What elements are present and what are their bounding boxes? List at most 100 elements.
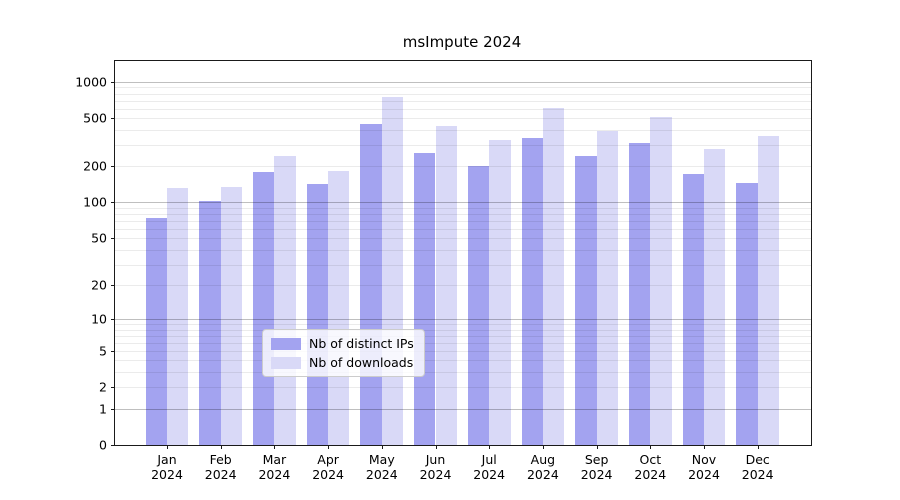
grid-line-minor	[115, 285, 811, 286]
bar-distinct-ips	[736, 182, 758, 445]
bar-downloads	[435, 125, 457, 445]
grid-line-minor	[115, 93, 811, 95]
grid-line-minor	[115, 350, 811, 352]
y-tick	[111, 285, 115, 286]
bar-downloads	[328, 170, 350, 445]
legend: Nb of distinct IPs Nb of downloads	[262, 329, 425, 377]
y-tick-label: 20	[91, 277, 107, 293]
grid-line-minor	[115, 329, 811, 331]
y-tick	[111, 318, 115, 320]
x-tick-label: Jun 2024	[419, 452, 452, 482]
x-tick-label: Feb 2024	[204, 452, 237, 482]
x-tick	[381, 445, 383, 449]
y-tick	[111, 387, 115, 389]
grid-line-minor	[115, 323, 811, 325]
bar-downloads	[381, 97, 404, 445]
grid-line-major	[115, 318, 811, 320]
grid-line-minor	[115, 108, 811, 110]
bar-distinct-ips	[682, 174, 704, 445]
x-tick	[274, 445, 276, 449]
bar-distinct-ips	[199, 201, 221, 445]
grid-line-major	[115, 81, 811, 83]
x-tick	[489, 445, 491, 449]
bar-downloads	[650, 116, 672, 445]
y-tick-label: 5	[99, 343, 107, 359]
bar-downloads	[704, 149, 726, 445]
legend-swatch-downloads	[271, 356, 301, 369]
x-tick-label: Nov 2024	[688, 452, 720, 482]
grid-line-minor	[115, 372, 811, 374]
x-tick-label: Dec 2024	[741, 452, 774, 482]
grid-line-minor	[115, 228, 811, 230]
y-tick-label: 100	[83, 194, 107, 210]
grid-line-major	[115, 202, 811, 204]
x-tick-label: Aug 2024	[526, 452, 559, 482]
x-tick-label: May 2024	[365, 452, 398, 482]
x-tick	[704, 445, 705, 449]
y-tick	[111, 81, 115, 83]
grid-line-minor	[115, 249, 811, 251]
grid-line-minor	[115, 130, 811, 131]
y-tick	[111, 118, 115, 120]
bar-downloads	[489, 139, 511, 445]
bar-downloads	[757, 135, 780, 445]
plot-area: 0 1 2 5 10 20 50 100 200 500 1000 Jan 2024 Feb 2024 M…	[75, 60, 812, 482]
bar-distinct-ips	[414, 153, 436, 445]
legend-label-downloads: Nb of downloads	[309, 355, 414, 370]
grid-line-minor	[115, 238, 811, 240]
grid-line-minor	[115, 342, 811, 344]
y-tick-label: 1	[99, 401, 107, 417]
y-tick	[111, 202, 115, 204]
legend-item-downloads: Nb of downloads	[271, 355, 414, 370]
y-tick-label: 200	[83, 158, 107, 174]
y-tick-label: 10	[91, 311, 107, 327]
bar-distinct-ips	[521, 138, 543, 445]
bar-distinct-ips	[628, 143, 651, 445]
grid-line-minor	[115, 335, 811, 337]
x-tick-label: Jul 2024	[473, 452, 506, 482]
bar-downloads	[596, 131, 618, 445]
y-tick	[111, 445, 115, 446]
x-tick	[650, 445, 652, 449]
grid-line-minor	[115, 207, 811, 209]
bar-distinct-ips	[253, 172, 275, 445]
bar-downloads	[274, 156, 296, 445]
grid-line-minor	[115, 214, 811, 216]
x-tick	[328, 445, 330, 449]
bar-downloads	[220, 187, 243, 445]
legend-label-distinct-ips: Nb of distinct IPs	[309, 336, 414, 351]
grid-line-minor	[115, 145, 811, 147]
bar-downloads	[542, 107, 565, 445]
x-tick-label: Sep 2024	[580, 452, 613, 482]
bar-distinct-ips	[575, 155, 597, 445]
grid-line-minor	[115, 220, 811, 222]
y-tick-label: 1000	[75, 74, 107, 90]
grid-line-minor	[115, 100, 811, 102]
y-tick	[111, 166, 115, 168]
legend-item-distinct-ips: Nb of distinct IPs	[271, 336, 414, 351]
bar-downloads	[167, 187, 189, 445]
bar-distinct-ips	[306, 183, 329, 445]
grid-line-minor	[115, 118, 811, 120]
x-tick-label: Jan 2024	[151, 452, 183, 482]
y-tick	[111, 238, 115, 240]
y-tick-label: 500	[83, 110, 107, 126]
grid-line-minor	[115, 264, 811, 266]
bar-distinct-ips	[467, 166, 490, 445]
y-tick-label: 2	[99, 379, 107, 395]
x-tick-label: Oct 2024	[634, 452, 667, 482]
x-tick	[757, 445, 759, 449]
grid-line-minor	[115, 387, 811, 389]
legend-swatch-distinct-ips	[271, 337, 301, 350]
grid-line-major	[115, 408, 811, 410]
x-tick	[220, 445, 222, 449]
y-tick-label: 50	[91, 230, 107, 246]
bar-distinct-ips	[145, 218, 167, 445]
grid-line-minor	[115, 360, 811, 362]
x-tick	[542, 445, 544, 449]
y-tick	[111, 408, 115, 410]
y-tick	[111, 350, 115, 352]
x-tick	[167, 445, 168, 449]
y-tick-label: 0	[99, 437, 107, 453]
